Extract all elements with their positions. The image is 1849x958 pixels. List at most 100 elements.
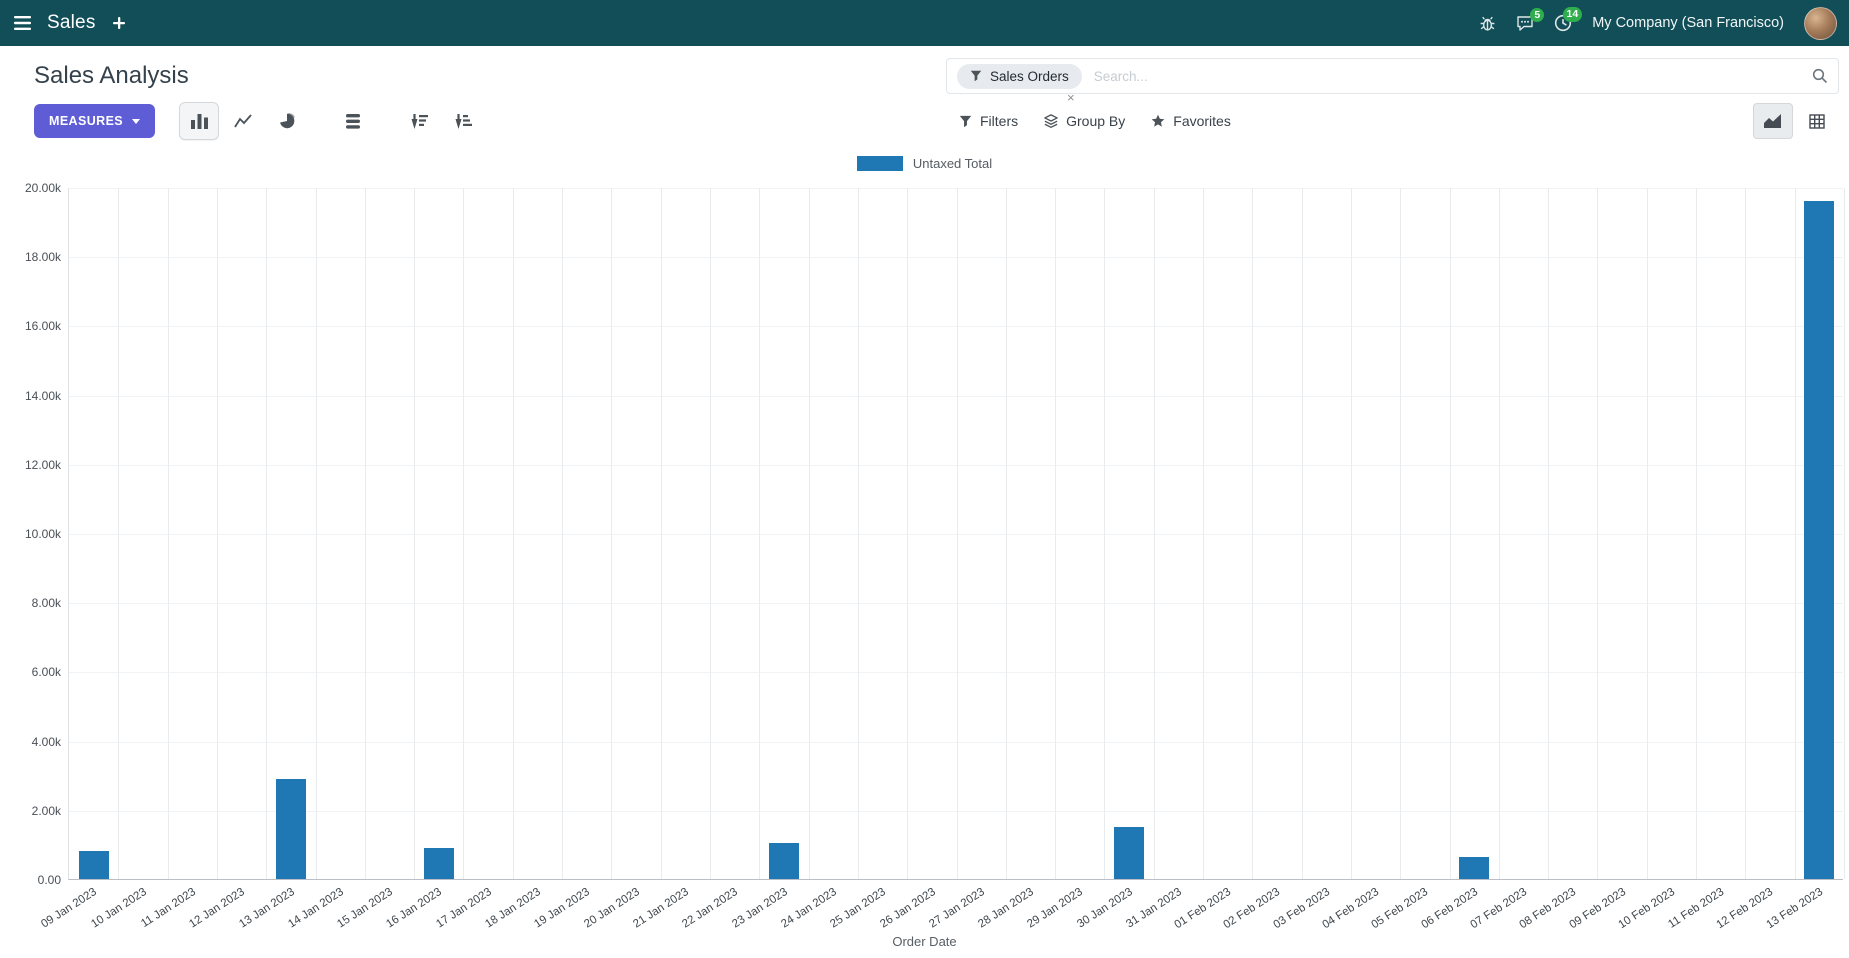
search-input[interactable] xyxy=(1091,67,1802,85)
bar[interactable] xyxy=(1804,200,1835,879)
v-gridline xyxy=(1104,188,1106,879)
v-gridline xyxy=(857,188,859,879)
v-gridline xyxy=(1350,188,1352,879)
group-by-button[interactable]: Group By xyxy=(1031,106,1138,136)
filters-label: Filters xyxy=(980,113,1019,129)
bar-chart-button[interactable] xyxy=(179,102,220,140)
activities-clock-button[interactable]: 14 xyxy=(1554,7,1583,32)
legend-swatch xyxy=(856,156,903,171)
page-title: Sales Analysis xyxy=(34,62,189,89)
sort-descending-button[interactable] xyxy=(399,102,439,140)
y-tick-label: 18.00k xyxy=(24,250,61,265)
chevron-down-icon xyxy=(132,118,141,124)
y-tick-label: 10.00k xyxy=(24,527,61,541)
measures-label: MEASURES xyxy=(49,114,124,128)
y-tick-label: 0.00 xyxy=(37,873,61,887)
v-gridline xyxy=(660,188,662,879)
bar[interactable] xyxy=(1114,827,1145,879)
v-gridline xyxy=(1548,188,1550,879)
v-gridline xyxy=(759,188,761,879)
y-tick-label: 12.00k xyxy=(24,457,61,472)
chart-legend[interactable]: Untaxed Total xyxy=(0,156,1849,171)
star-icon xyxy=(1151,114,1165,128)
v-gridline xyxy=(364,188,366,879)
x-tick-label: 22 Jan 2023 xyxy=(680,886,741,931)
y-tick-label: 2.00k xyxy=(31,803,61,818)
messages-button[interactable]: 5 xyxy=(1516,7,1545,32)
bar[interactable] xyxy=(1459,856,1490,879)
debug-bug-icon[interactable] xyxy=(1479,15,1496,32)
pivot-view-button[interactable] xyxy=(1797,103,1837,139)
layers-icon xyxy=(1044,114,1058,128)
v-gridline xyxy=(167,188,169,879)
v-gridline xyxy=(956,188,958,879)
v-gridline xyxy=(216,188,218,879)
filters-funnel-icon xyxy=(959,115,972,128)
x-tick-label: 16 Jan 2023 xyxy=(384,886,445,931)
group-by-label: Group By xyxy=(1066,113,1126,129)
user-avatar[interactable] xyxy=(1804,6,1837,40)
search-bar[interactable]: Sales Orders × xyxy=(946,58,1839,104)
graph-view-button[interactable] xyxy=(1753,103,1793,139)
bar[interactable] xyxy=(768,842,799,879)
chart-plot: 0.00 2.00k 4.00k 6.00k 8.00k 10.00k 12.00k 14.0… xyxy=(25,181,1845,931)
apps-menu-icon[interactable] xyxy=(14,16,31,30)
stacked-toggle-button[interactable] xyxy=(333,102,373,140)
v-gridline xyxy=(118,188,120,879)
x-tick-label: 29 Jan 2023 xyxy=(1025,886,1086,931)
v-gridline xyxy=(808,188,810,879)
v-gridline xyxy=(1449,188,1451,879)
app-name[interactable]: Sales xyxy=(47,12,96,33)
h-gridline xyxy=(69,257,1843,259)
v-gridline xyxy=(463,188,465,879)
v-gridline xyxy=(1400,188,1402,879)
activities-count-badge: 14 xyxy=(1562,7,1583,22)
plus-icon[interactable] xyxy=(112,16,126,30)
sort-ascending-button[interactable] xyxy=(443,102,483,140)
chart-region: Untaxed Total 0.00 2.00k 4.00k 6.00k 8.00k 10… xyxy=(0,144,1849,952)
h-gridline xyxy=(69,326,1843,328)
v-gridline xyxy=(1498,188,1500,879)
pie-chart-button[interactable] xyxy=(267,102,307,140)
v-gridline xyxy=(1153,188,1155,879)
v-gridline xyxy=(1646,188,1648,879)
y-tick-label: 14.00k xyxy=(24,388,61,403)
v-gridline xyxy=(1005,188,1007,879)
v-gridline xyxy=(611,188,613,879)
v-gridline xyxy=(315,188,317,879)
view-switcher xyxy=(1753,103,1839,139)
favorites-button[interactable]: Favorites xyxy=(1138,106,1244,136)
x-tick-label: 10 Jan 2023 xyxy=(88,886,149,931)
filters-button[interactable]: Filters xyxy=(946,106,1031,136)
h-gridline xyxy=(69,188,1843,189)
x-tick-label: 09 Jan 2023 xyxy=(39,886,100,931)
line-chart-button[interactable] xyxy=(223,102,263,140)
bar[interactable] xyxy=(275,778,306,879)
x-tick-label: 19 Jan 2023 xyxy=(532,886,593,931)
y-tick-label: 20.00k xyxy=(24,181,61,195)
filter-funnel-icon xyxy=(970,70,982,82)
v-gridline xyxy=(1301,188,1303,879)
facet-remove-icon[interactable]: × xyxy=(1067,90,1075,105)
v-gridline xyxy=(907,188,909,879)
x-tick-label: 25 Jan 2023 xyxy=(828,886,889,931)
h-gridline xyxy=(69,534,1843,535)
bar[interactable] xyxy=(78,851,109,879)
h-gridline xyxy=(69,464,1843,466)
v-gridline xyxy=(414,188,416,879)
company-switcher[interactable]: My Company (San Francisco) xyxy=(1592,15,1784,31)
v-gridline xyxy=(1696,188,1698,879)
h-gridline xyxy=(69,741,1843,743)
search-facet-label: Sales Orders xyxy=(990,68,1069,84)
y-tick-label: 8.00k xyxy=(31,596,61,611)
search-facet[interactable]: Sales Orders xyxy=(957,63,1082,89)
bar[interactable] xyxy=(423,847,454,879)
v-gridline xyxy=(1794,188,1796,879)
search-icon[interactable] xyxy=(1812,68,1828,84)
h-gridline xyxy=(69,810,1843,812)
v-gridline xyxy=(1252,188,1254,879)
v-gridline xyxy=(1844,188,1845,879)
h-gridline xyxy=(69,672,1843,674)
measures-button[interactable]: MEASURES xyxy=(34,104,156,138)
h-gridline xyxy=(69,603,1843,605)
